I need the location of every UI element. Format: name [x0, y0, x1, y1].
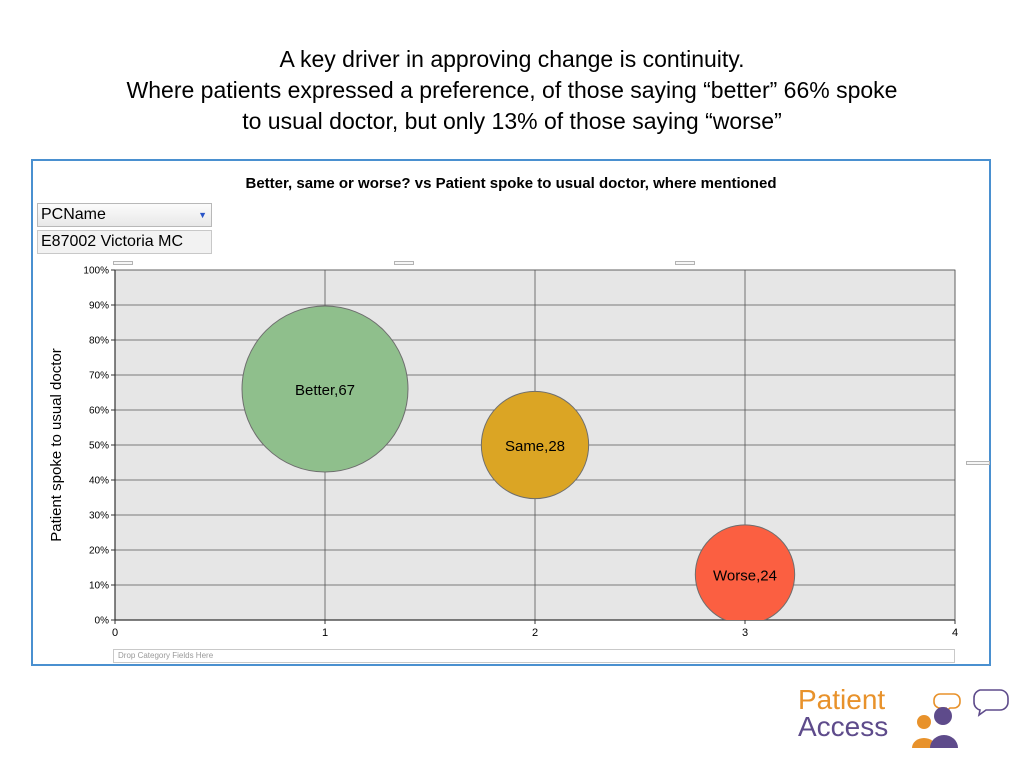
bubble-chart: 0% 10% 20% 30% 40% 50% 60% 70% 80% 90% 100% 0 1 2 3 4 Pa… — [48, 266, 958, 640]
logo-text-line-1: Patient — [798, 684, 886, 715]
pcname-filter-label: PCName — [41, 206, 106, 223]
pivot-chart-frame: Better, same or worse? vs Patient spoke … — [31, 159, 991, 666]
logo-text-line-2: Access — [798, 711, 889, 742]
x-tick-label: 1 — [322, 627, 328, 639]
bubble-worse — [694, 524, 796, 620]
resize-handle-top-right[interactable] — [675, 261, 695, 265]
resize-handle-top-left[interactable] — [113, 261, 133, 265]
slide-title: A key driver in approving change is cont… — [0, 44, 1024, 137]
bubble-better — [241, 305, 409, 473]
bubble-same — [480, 390, 590, 500]
y-tick-label: 0% — [95, 616, 110, 627]
x-tick-label: 0 — [112, 627, 118, 639]
resize-handle-right[interactable] — [966, 461, 990, 465]
bubble-label: Same,28 — [505, 438, 565, 455]
slide-title-line-2: Where patients expressed a preference, o… — [126, 77, 898, 103]
slide-title-line-1: A key driver in approving change is cont… — [279, 46, 745, 72]
x-tick-label: 3 — [742, 627, 748, 639]
y-tick-label: 80% — [89, 336, 109, 347]
pcname-filter-value: E87002 Victoria MC — [37, 230, 212, 254]
y-tick-label: 90% — [89, 301, 109, 312]
chart-title: Better, same or worse? vs Patient spoke … — [245, 175, 777, 192]
slide-title-line-3: to usual doctor, but only 13% of those s… — [242, 108, 782, 134]
y-tick-label: 10% — [89, 581, 109, 592]
logo-people-icon — [912, 689, 1009, 748]
y-tick-label: 60% — [89, 406, 109, 417]
y-tick-label: 30% — [89, 511, 109, 522]
y-tick-label: 50% — [89, 441, 109, 452]
y-tick-label: 100% — [83, 266, 109, 277]
y-axis-label: Patient spoke to usual doctor — [48, 348, 65, 541]
x-tick-label: 4 — [952, 627, 958, 639]
y-tick-label: 40% — [89, 476, 109, 487]
x-tick-label: 2 — [532, 627, 538, 639]
y-tick-label: 20% — [89, 546, 109, 557]
y-tick-label: 70% — [89, 371, 109, 382]
patient-access-logo: Patient Access — [798, 686, 1010, 756]
bubble-label: Better,67 — [295, 382, 355, 399]
dropdown-arrow-icon[interactable]: ▼ — [198, 210, 207, 220]
pcname-filter-button[interactable]: PCName ▼ — [37, 203, 212, 227]
drop-category-fields-zone[interactable]: Drop Category Fields Here — [113, 649, 955, 663]
resize-handle-top-middle[interactable] — [394, 261, 414, 265]
bubble-label: Worse,24 — [713, 568, 777, 585]
